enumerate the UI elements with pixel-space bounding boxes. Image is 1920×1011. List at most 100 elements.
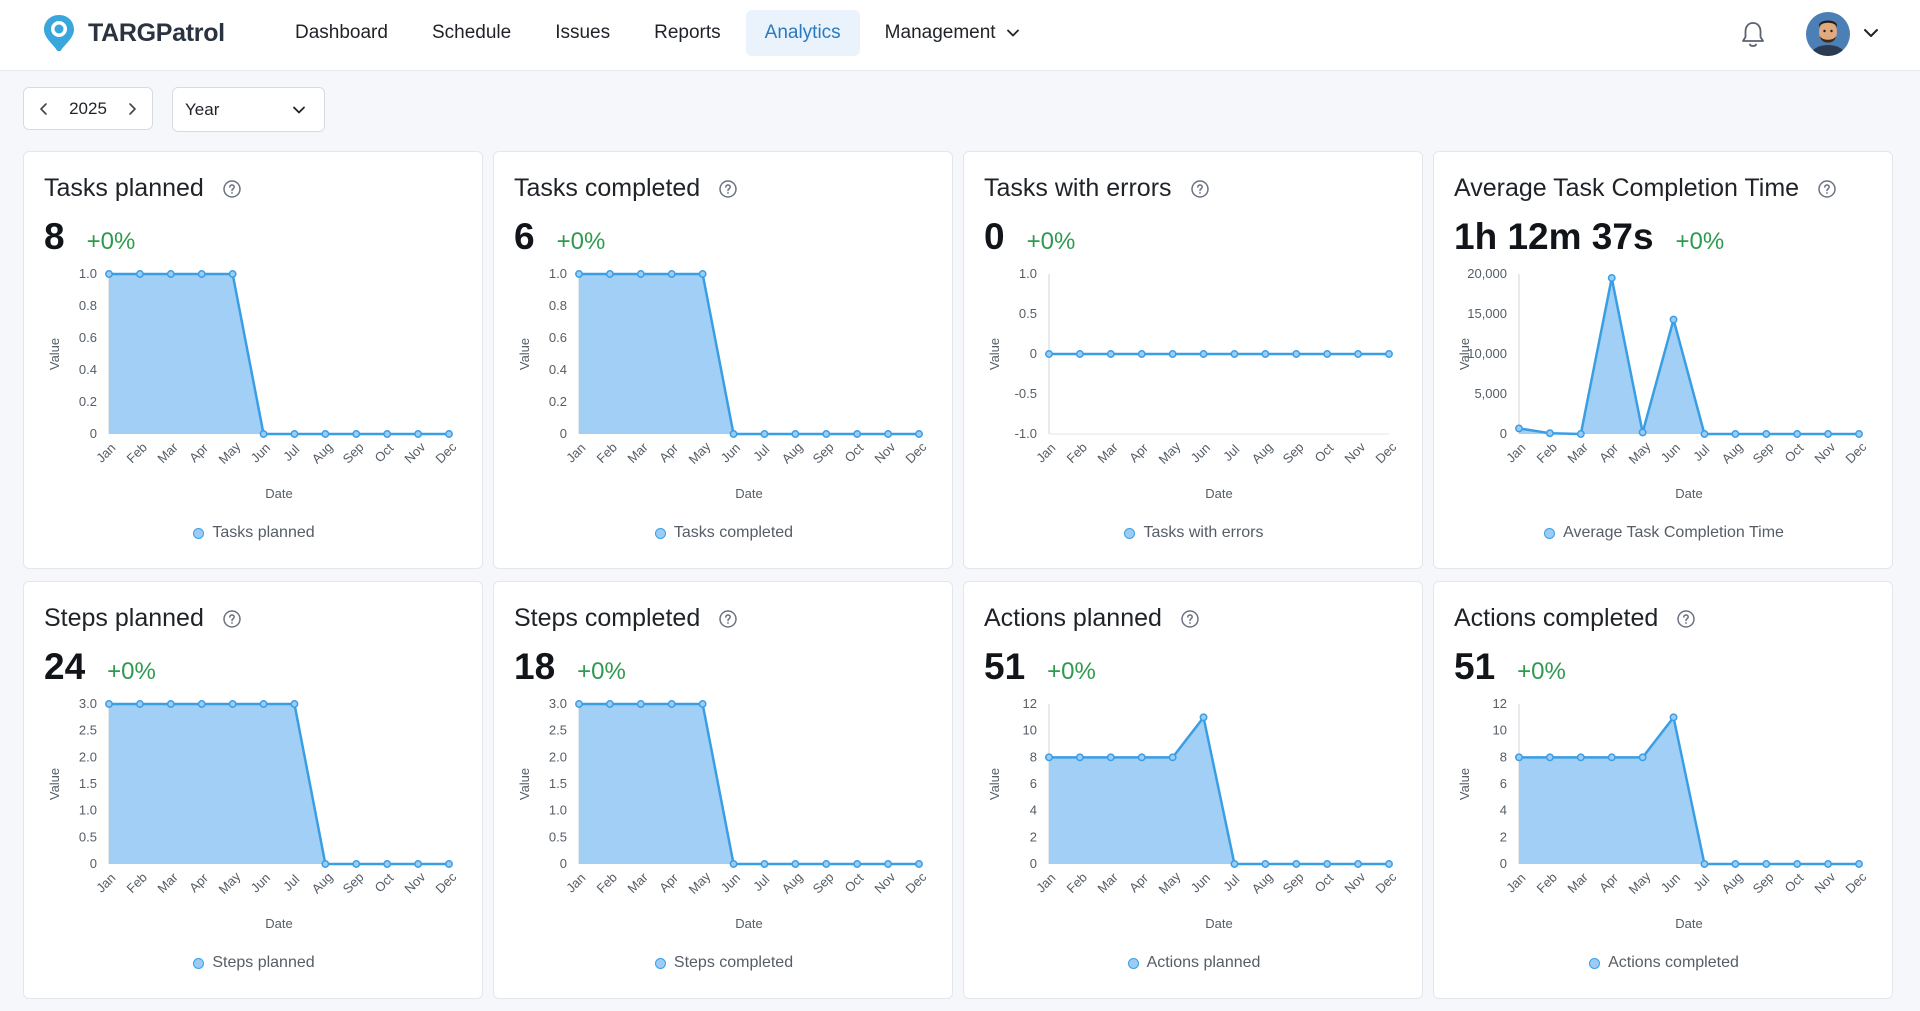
data-point bbox=[1354, 860, 1363, 868]
data-point bbox=[1700, 860, 1709, 868]
nav-dashboard[interactable]: Dashboard bbox=[276, 10, 407, 56]
series-line bbox=[109, 272, 449, 436]
y-tick-label: 1.5 bbox=[549, 776, 567, 791]
chevron-right-icon[interactable] bbox=[126, 102, 138, 116]
chart-legend[interactable]: Average Task Completion Time bbox=[1434, 524, 1894, 542]
x-tick-label: Jan bbox=[1033, 440, 1058, 465]
legend-marker bbox=[654, 527, 666, 539]
chart-legend[interactable]: Actions completed bbox=[1434, 954, 1894, 972]
x-tick-label: May bbox=[685, 438, 713, 466]
data-point bbox=[383, 860, 392, 868]
data-point bbox=[636, 270, 645, 278]
data-point bbox=[915, 860, 923, 868]
help-icon[interactable] bbox=[1676, 609, 1696, 629]
x-tick-label: Nov bbox=[1811, 869, 1838, 896]
data-point bbox=[290, 430, 299, 438]
data-point bbox=[915, 430, 923, 438]
data-point bbox=[791, 860, 800, 868]
y-tick-label: 6 bbox=[1030, 776, 1037, 791]
nav-schedule[interactable]: Schedule bbox=[413, 10, 530, 56]
data-point bbox=[1137, 753, 1146, 762]
chart-legend[interactable]: Steps planned bbox=[24, 954, 484, 972]
help-icon[interactable] bbox=[1817, 179, 1837, 199]
x-tick-label: Jan bbox=[1033, 870, 1058, 895]
x-tick-label: Mar bbox=[1564, 869, 1591, 896]
x-tick-label: Jul bbox=[750, 442, 772, 464]
x-tick-label: Mar bbox=[1564, 439, 1591, 466]
data-point bbox=[822, 430, 831, 438]
top-navigation-bar: TARGPatrol Dashboard Schedule Issues Rep… bbox=[0, 0, 1920, 71]
x-axis-label: Date bbox=[735, 916, 762, 931]
metric-value: 0 bbox=[984, 216, 1005, 257]
metric-value: 1h 12m 37s bbox=[1454, 216, 1654, 257]
x-tick-label: Jul bbox=[1690, 442, 1712, 464]
x-tick-label: Mar bbox=[1094, 439, 1121, 466]
data-point bbox=[1545, 753, 1554, 762]
data-point bbox=[1292, 860, 1301, 868]
x-tick-label: Apr bbox=[656, 440, 681, 465]
y-tick-label: 2.5 bbox=[79, 723, 97, 738]
x-tick-label: May bbox=[215, 868, 243, 896]
x-tick-label: Aug bbox=[1719, 869, 1746, 896]
metric-delta: +0% bbox=[1047, 658, 1096, 685]
x-tick-label: Dec bbox=[1372, 439, 1399, 466]
y-tick-label: 0 bbox=[90, 426, 97, 441]
chevron-left-icon[interactable] bbox=[38, 102, 50, 116]
chart-legend[interactable]: Tasks with errors bbox=[964, 524, 1424, 542]
area-chart: 0 0.2 0.4 0.6 0.8 1.0 Value Jan Feb Mar Apr May Jun J… bbox=[517, 266, 930, 501]
metric-card-actions-planned: Actions planned 51 +0% 0 2 4 6 8 10 12 Value Jan F… bbox=[963, 581, 1423, 999]
data-point bbox=[605, 700, 614, 708]
data-point bbox=[228, 270, 237, 278]
chevron-down-icon[interactable] bbox=[1862, 26, 1880, 40]
y-axis-label: Value bbox=[47, 338, 62, 370]
x-tick-label: Oct bbox=[842, 440, 867, 465]
help-icon[interactable] bbox=[718, 179, 738, 199]
nav-reports[interactable]: Reports bbox=[635, 10, 740, 56]
x-tick-label: Jan bbox=[93, 440, 118, 465]
x-tick-label: Nov bbox=[401, 869, 428, 896]
chart-legend[interactable]: Tasks planned bbox=[24, 524, 484, 542]
x-tick-label: Dec bbox=[1372, 869, 1399, 896]
chart-legend[interactable]: Tasks completed bbox=[494, 524, 954, 542]
nav-management[interactable]: Management bbox=[866, 10, 1039, 56]
chart-legend[interactable]: Actions planned bbox=[964, 954, 1424, 972]
data-point bbox=[352, 430, 361, 438]
legend-marker bbox=[654, 957, 666, 969]
y-tick-label: 0 bbox=[1500, 856, 1507, 871]
notification-bell-icon[interactable] bbox=[1739, 20, 1767, 50]
data-point bbox=[290, 700, 299, 708]
metric-card-steps-planned: Steps planned 24 +0% 0 0.5 1.0 1.5 2.0 2.5 3.0 V… bbox=[23, 581, 483, 999]
help-icon[interactable] bbox=[222, 179, 242, 199]
y-tick-label: 0.5 bbox=[549, 829, 567, 844]
y-tick-label: 2 bbox=[1030, 829, 1037, 844]
help-icon[interactable] bbox=[1180, 609, 1200, 629]
x-tick-label: Jul bbox=[1220, 442, 1242, 464]
y-tick-label: 1.0 bbox=[549, 803, 567, 818]
data-point bbox=[1638, 428, 1647, 437]
y-tick-label: 2.0 bbox=[79, 749, 97, 764]
y-tick-label: 0 bbox=[1500, 426, 1507, 441]
help-icon[interactable] bbox=[1190, 179, 1210, 199]
chart-legend[interactable]: Steps completed bbox=[494, 954, 954, 972]
help-icon[interactable] bbox=[718, 609, 738, 629]
card-title: Tasks planned bbox=[44, 174, 204, 202]
x-tick-label: Nov bbox=[1811, 439, 1838, 466]
help-icon[interactable] bbox=[222, 609, 242, 629]
metric-value: 51 bbox=[984, 646, 1026, 687]
x-tick-label: Jan bbox=[563, 440, 588, 465]
x-tick-label: Apr bbox=[656, 870, 681, 895]
nav-issues[interactable]: Issues bbox=[536, 10, 629, 56]
area-chart: 0 0.2 0.4 0.6 0.8 1.0 Value Jan Feb Mar Apr May Jun J… bbox=[47, 266, 460, 501]
x-tick-label: May bbox=[1155, 438, 1183, 466]
nav-analytics[interactable]: Analytics bbox=[745, 10, 860, 56]
y-tick-label: 1.0 bbox=[79, 266, 97, 281]
data-point bbox=[760, 430, 769, 438]
user-avatar[interactable] bbox=[1806, 12, 1850, 56]
x-tick-label: Jan bbox=[1503, 440, 1528, 465]
app-logo[interactable]: TARGPatrol bbox=[42, 13, 225, 53]
nav-label: Management bbox=[884, 22, 996, 43]
period-select[interactable]: Year bbox=[172, 87, 325, 132]
line-chart: -1.0 -0.5 0 0.5 1.0 Value Jan Feb Mar Apr May Jun Ju… bbox=[987, 266, 1400, 501]
metric-delta: +0% bbox=[577, 658, 626, 685]
year-picker: 2025 bbox=[23, 87, 153, 130]
